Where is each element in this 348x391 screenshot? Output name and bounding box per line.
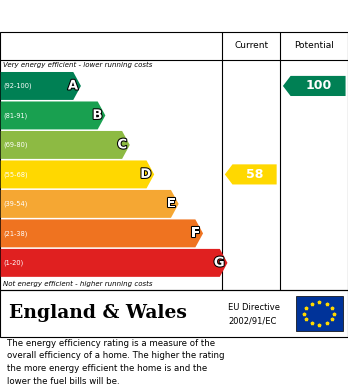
Text: Potential: Potential	[294, 41, 334, 50]
Polygon shape	[1, 72, 81, 100]
Text: Energy Efficiency Rating: Energy Efficiency Rating	[9, 9, 230, 23]
Text: (21-38): (21-38)	[3, 230, 28, 237]
Text: 100: 100	[305, 79, 332, 92]
Text: The energy efficiency rating is a measure of the
overall efficiency of a home. T: The energy efficiency rating is a measur…	[7, 339, 224, 386]
Polygon shape	[1, 102, 105, 129]
Text: A: A	[68, 79, 78, 92]
Polygon shape	[1, 190, 179, 218]
Text: 58: 58	[246, 168, 263, 181]
Text: Very energy efficient - lower running costs: Very energy efficient - lower running co…	[3, 62, 152, 68]
Text: (69-80): (69-80)	[3, 142, 28, 148]
Polygon shape	[283, 76, 346, 96]
Polygon shape	[1, 249, 228, 277]
Text: (55-68): (55-68)	[3, 171, 28, 178]
Text: Current: Current	[234, 41, 268, 50]
Bar	[296, 296, 343, 331]
Polygon shape	[1, 160, 154, 188]
Polygon shape	[225, 164, 277, 185]
Text: (92-100): (92-100)	[3, 83, 32, 89]
Text: G: G	[214, 256, 225, 269]
Text: B: B	[93, 109, 103, 122]
Text: (81-91): (81-91)	[3, 112, 28, 119]
Polygon shape	[1, 219, 203, 248]
Polygon shape	[1, 131, 130, 159]
Text: England & Wales: England & Wales	[9, 305, 187, 323]
Text: D: D	[140, 168, 151, 181]
Text: (1-20): (1-20)	[3, 260, 24, 266]
Text: Not energy efficient - higher running costs: Not energy efficient - higher running co…	[3, 281, 152, 287]
Text: C: C	[117, 138, 127, 151]
Text: EU Directive: EU Directive	[228, 303, 280, 312]
Text: F: F	[191, 227, 200, 240]
Text: 2002/91/EC: 2002/91/EC	[228, 316, 276, 325]
Text: E: E	[167, 197, 176, 210]
Text: (39-54): (39-54)	[3, 201, 28, 207]
